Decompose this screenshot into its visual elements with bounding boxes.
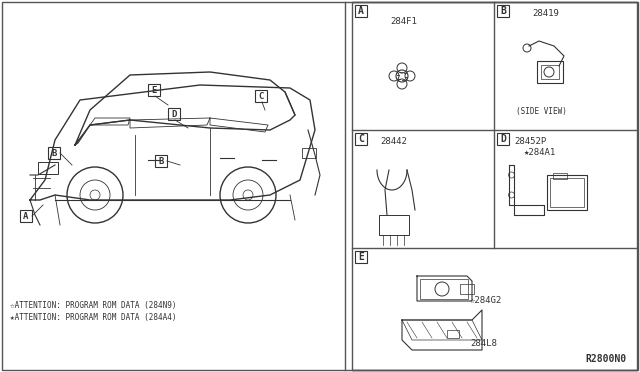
Text: 28442: 28442	[380, 137, 407, 146]
Bar	[355, 251, 367, 263]
Text: ★284A1: ★284A1	[524, 148, 556, 157]
Text: D: D	[500, 134, 506, 144]
Text: E: E	[358, 252, 364, 262]
Text: ★ATTENTION: PROGRAM ROM DATA (284A4): ★ATTENTION: PROGRAM ROM DATA (284A4)	[10, 313, 177, 322]
Bar	[168, 108, 180, 120]
Bar	[553, 173, 567, 179]
Text: ☆284G2: ☆284G2	[470, 296, 502, 305]
Text: R2800N0: R2800N0	[586, 354, 627, 364]
Text: 284L8: 284L8	[470, 339, 497, 348]
Bar	[547, 175, 587, 210]
Text: C: C	[358, 134, 364, 144]
Bar	[497, 5, 509, 17]
Text: E: E	[151, 86, 157, 94]
Bar	[447, 330, 459, 338]
Text: A: A	[358, 6, 364, 16]
Text: ☆ATTENTION: PROGRAM ROM DATA (284N9): ☆ATTENTION: PROGRAM ROM DATA (284N9)	[10, 301, 177, 310]
Bar	[48, 147, 60, 159]
Bar	[255, 90, 267, 102]
Text: D: D	[172, 109, 177, 119]
Text: 284F1: 284F1	[390, 17, 417, 26]
Text: 28419: 28419	[532, 9, 559, 18]
Text: C: C	[259, 92, 264, 100]
Bar	[38, 162, 58, 174]
Bar	[148, 84, 160, 96]
Bar	[537, 61, 563, 83]
Bar	[20, 210, 32, 222]
Bar	[155, 155, 167, 167]
Bar	[355, 5, 367, 17]
Text: B: B	[500, 6, 506, 16]
Text: B: B	[51, 148, 57, 157]
Bar	[302, 148, 316, 158]
Bar	[355, 133, 367, 145]
Bar	[352, 2, 637, 370]
Bar	[460, 284, 474, 294]
Bar	[541, 65, 559, 79]
Text: 28452P: 28452P	[514, 137, 547, 146]
Bar	[497, 133, 509, 145]
Bar	[550, 178, 584, 207]
Text: (SIDE VIEW): (SIDE VIEW)	[516, 107, 567, 116]
Text: B: B	[158, 157, 164, 166]
Text: A: A	[23, 212, 29, 221]
Bar	[379, 215, 409, 235]
Bar	[420, 279, 468, 299]
